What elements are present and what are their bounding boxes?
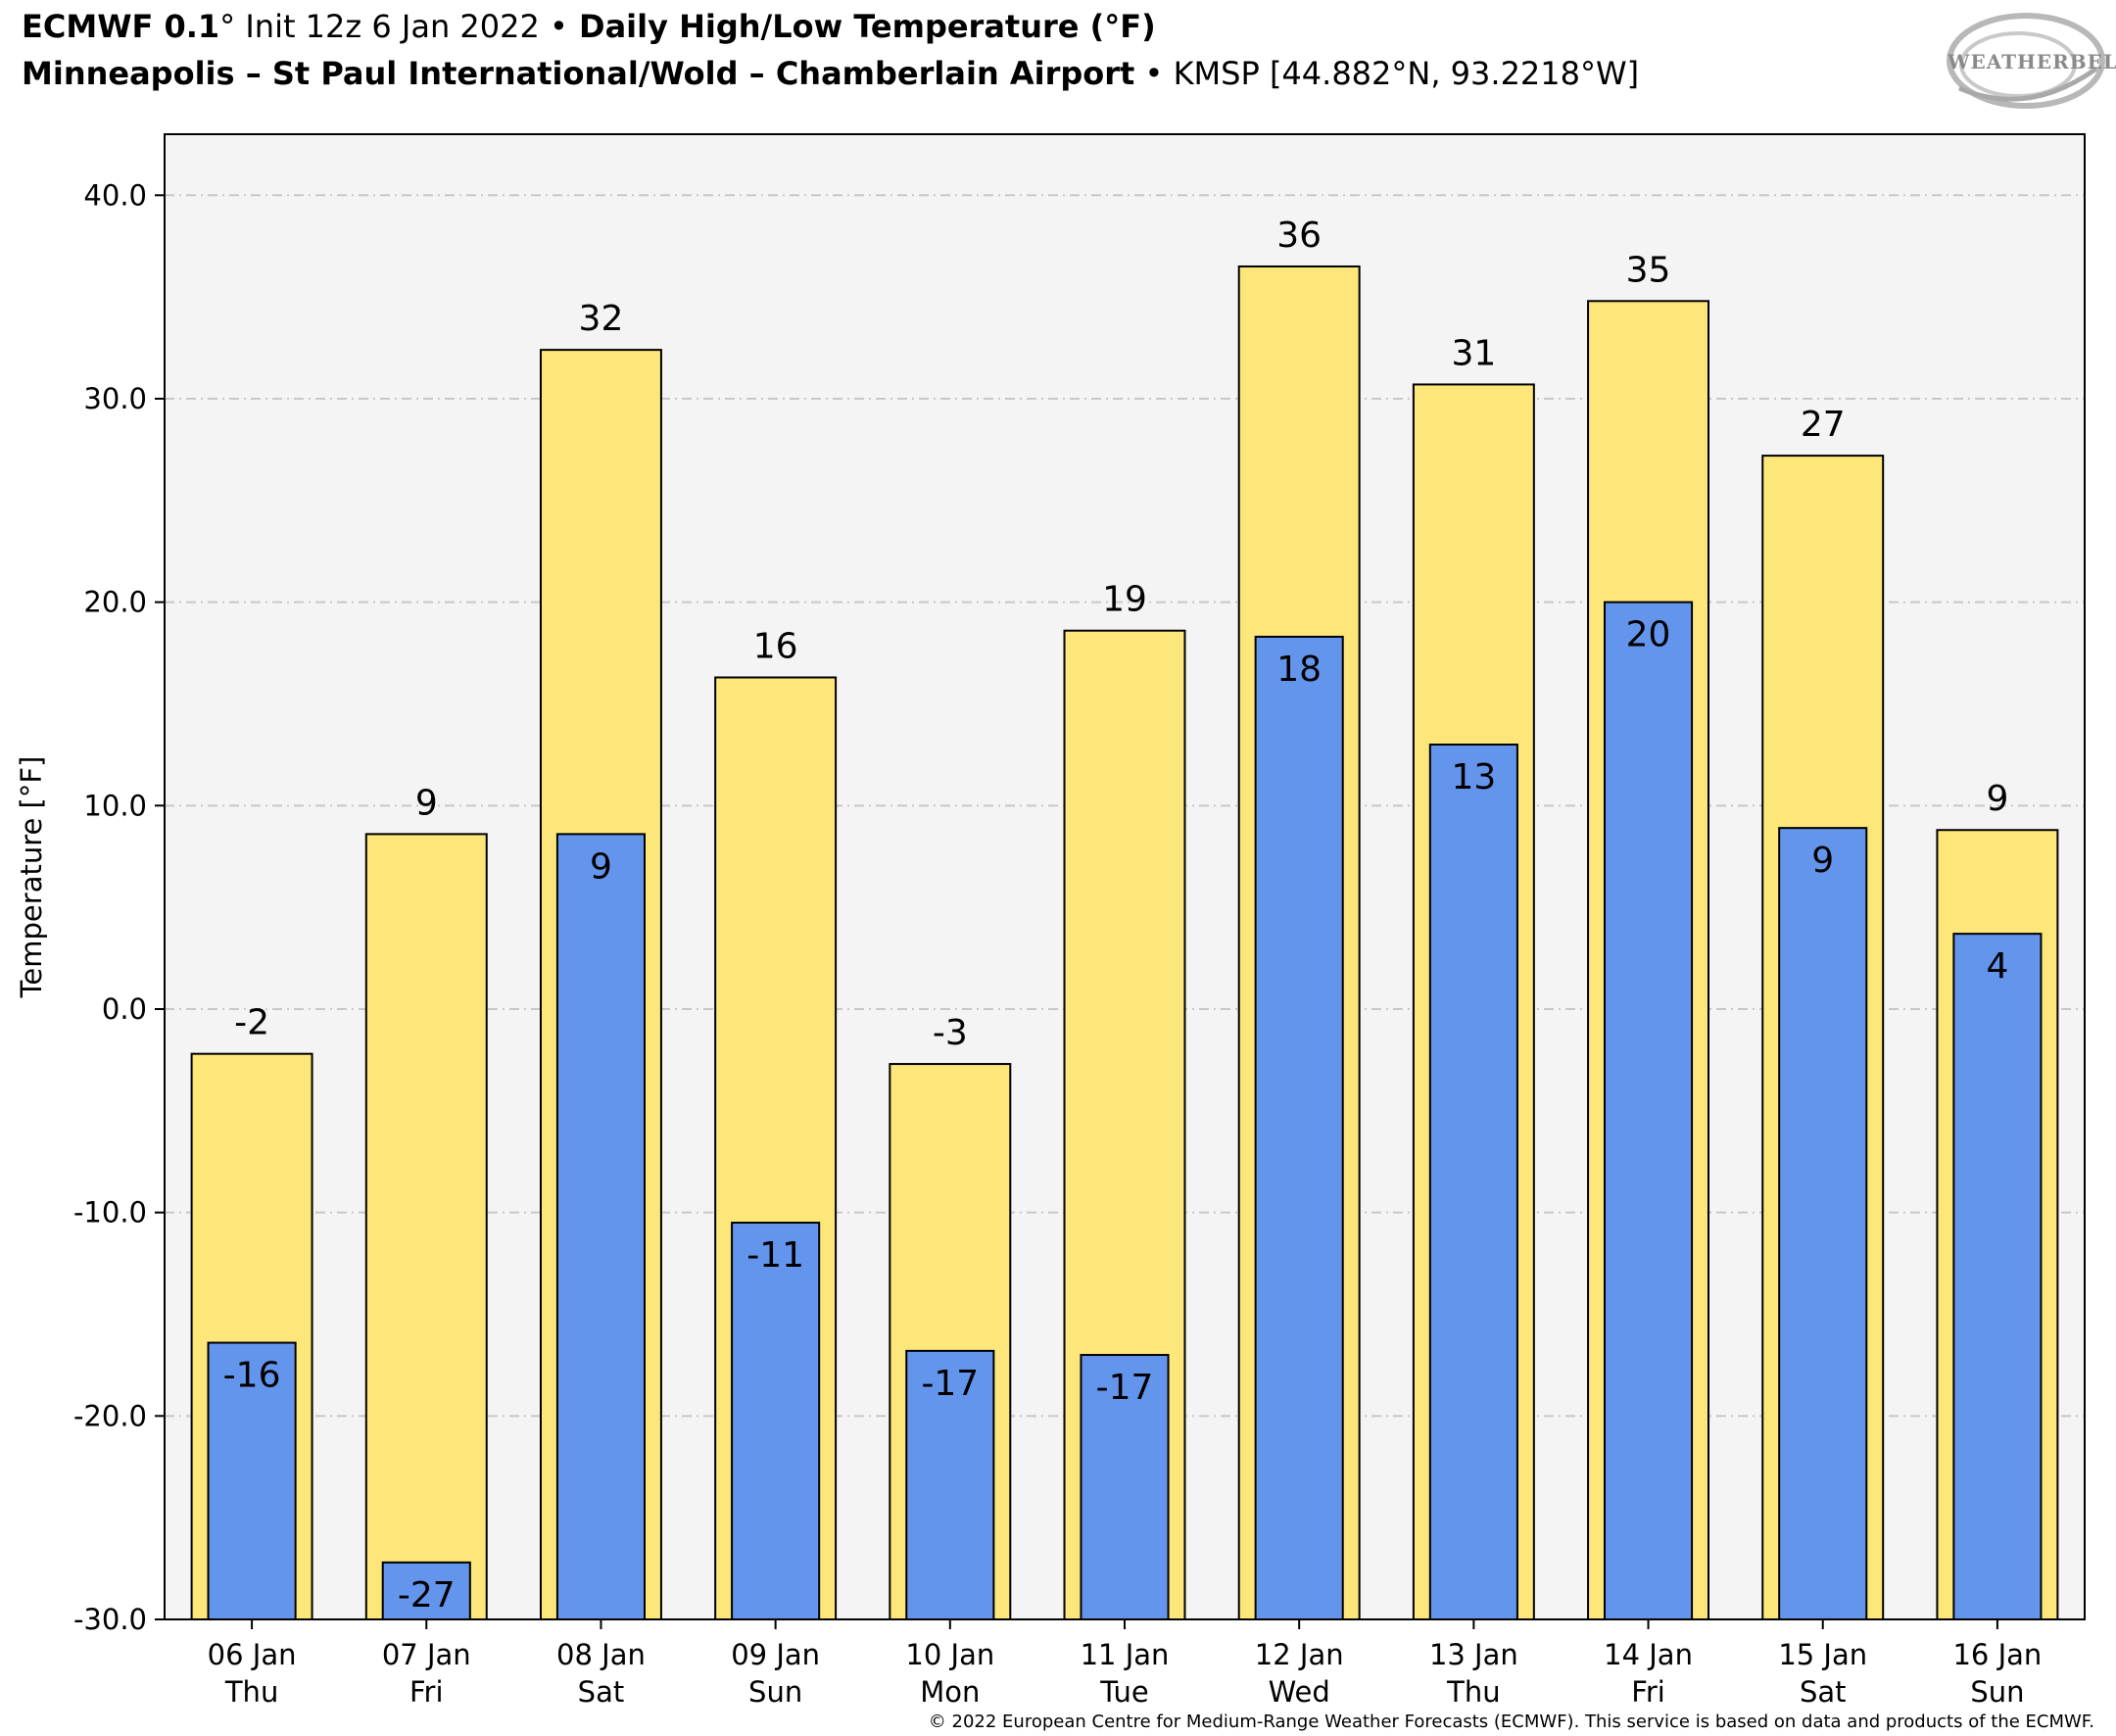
x-tick-date: 09 Jan	[731, 1638, 820, 1671]
x-tick-date: 11 Jan	[1081, 1638, 1170, 1671]
x-tick-day: Sun	[748, 1675, 802, 1709]
low-temp-bar	[1604, 601, 1694, 1621]
bars: -2 -16 9 -27 32 9 16 -11 -3 -17 19 -17 36 18 31 13 35 20 2…	[190, 216, 2059, 1621]
low-temp-bar	[1080, 1354, 1170, 1620]
day-group: -3 -17	[889, 1013, 1012, 1621]
high-temp-label: 27	[1801, 405, 1846, 445]
high-temp-label: 31	[1451, 333, 1496, 373]
high-temp-label: 19	[1102, 580, 1147, 620]
x-tick-day: Fri	[1631, 1675, 1665, 1709]
low-temp-bar	[905, 1349, 995, 1621]
title-degree: °	[219, 8, 235, 45]
y-axis: 40.0 30.0 20.0 10.0 0.0 -10.0 -20.0 -30.0	[73, 178, 165, 1636]
x-tick-day: Thu	[224, 1675, 278, 1709]
x-tick-date: 10 Jan	[905, 1638, 994, 1671]
day-group: 36 18	[1237, 216, 1361, 1620]
x-tick-day: Mon	[920, 1675, 980, 1709]
y-tick-label: 20.0	[83, 586, 147, 619]
x-tick-date: 06 Jan	[208, 1638, 297, 1671]
low-temp-bar	[1778, 827, 1868, 1620]
y-tick-label: -10.0	[73, 1196, 147, 1230]
high-temp-label: 32	[579, 299, 624, 339]
x-tick-date: 15 Jan	[1778, 1638, 1867, 1671]
day-group: 9 -27	[364, 783, 488, 1620]
x-tick-date: 14 Jan	[1604, 1638, 1693, 1671]
high-temp-label: 9	[415, 783, 438, 823]
x-axis: 06 Jan Thu 07 Jan Fri 08 Jan Sat 09 Jan Sun 10 J…	[208, 1619, 2042, 1709]
day-group: 19 -17	[1063, 580, 1186, 1620]
y-tick-label: 40.0	[83, 178, 147, 212]
high-temp-label: -2	[234, 1003, 269, 1043]
low-temp-label: 20	[1626, 615, 1671, 655]
day-group: 31 13	[1412, 333, 1535, 1620]
y-tick-label: 0.0	[102, 992, 147, 1026]
high-temp-label: 9	[1986, 779, 2008, 819]
low-temp-bar	[555, 833, 647, 1620]
low-temp-label: -17	[1096, 1368, 1154, 1408]
weatherbell-logo: WEATHERBELL	[1947, 13, 2116, 109]
y-tick-label: 10.0	[83, 789, 147, 822]
low-temp-bar	[1254, 635, 1344, 1620]
logo-text: WEATHERBELL	[1947, 50, 2116, 73]
y-axis-label: Temperature [°F]	[15, 756, 48, 999]
copyright-footer: © 2022 European Centre for Medium-Range …	[929, 1712, 2094, 1732]
subtitle-station-id: KMSP [44.882°N, 93.2218°W]	[1174, 55, 1640, 92]
x-tick-date: 07 Jan	[382, 1638, 471, 1671]
low-temp-bar	[381, 1561, 471, 1620]
low-temp-label: -16	[223, 1356, 281, 1396]
low-temp-label: -11	[746, 1235, 804, 1276]
day-group: 35 20	[1587, 250, 1710, 1621]
subtitle-bullet: •	[1134, 55, 1173, 92]
x-tick-day: Thu	[1446, 1675, 1500, 1709]
subtitle-station: Minneapolis – St Paul International/Wold…	[22, 55, 1134, 92]
y-tick-label: -20.0	[73, 1399, 147, 1432]
day-group: 16 -11	[714, 626, 838, 1621]
high-temp-label: -3	[933, 1013, 968, 1053]
title-bullet: •	[550, 8, 568, 45]
x-tick-day: Wed	[1269, 1675, 1330, 1709]
low-temp-label: 9	[590, 846, 612, 887]
title-model: ECMWF 0.1	[22, 8, 219, 45]
x-tick-day: Fri	[409, 1675, 444, 1709]
high-temp-label: 35	[1626, 250, 1671, 290]
low-temp-label: 9	[1811, 841, 1834, 881]
low-temp-bar	[207, 1341, 297, 1621]
low-temp-label: -17	[921, 1364, 979, 1404]
chart-subtitle: Minneapolis – St Paul International/Wold…	[22, 55, 1639, 92]
high-temp-label: 36	[1276, 216, 1322, 256]
high-temp-label: 16	[753, 626, 798, 666]
x-tick-date: 13 Jan	[1429, 1638, 1518, 1671]
low-temp-label: 18	[1276, 650, 1322, 690]
title-init: Init 12z 6 Jan 2022	[235, 8, 550, 45]
x-tick-day: Sun	[1970, 1675, 2024, 1709]
low-temp-label: 13	[1451, 757, 1496, 797]
high-temp-bar	[364, 833, 488, 1620]
title-product: Daily High/Low Temperature (°F)	[568, 8, 1156, 45]
low-temp-bar	[1952, 933, 2043, 1620]
x-tick-day: Sat	[578, 1675, 625, 1709]
x-tick-date: 08 Jan	[556, 1638, 646, 1671]
chart-title: ECMWF 0.1° Init 12z 6 Jan 2022 • Daily H…	[22, 8, 1156, 45]
low-temp-bar	[731, 1222, 821, 1621]
y-tick-label: -30.0	[73, 1603, 147, 1636]
x-tick-date: 16 Jan	[1952, 1638, 2042, 1671]
day-group: 94	[1936, 779, 2059, 1620]
y-tick-label: 30.0	[83, 382, 147, 415]
x-tick-date: 12 Jan	[1255, 1638, 1344, 1671]
x-tick-day: Sat	[1800, 1675, 1847, 1709]
day-group: 32 9	[539, 299, 662, 1621]
low-temp-label: -27	[398, 1575, 456, 1615]
day-group: 27 9	[1761, 405, 1885, 1620]
x-tick-day: Tue	[1099, 1675, 1149, 1709]
day-group: -2 -16	[190, 1003, 313, 1621]
low-temp-bar	[1428, 744, 1518, 1620]
low-temp-label: 4	[1986, 946, 2008, 987]
